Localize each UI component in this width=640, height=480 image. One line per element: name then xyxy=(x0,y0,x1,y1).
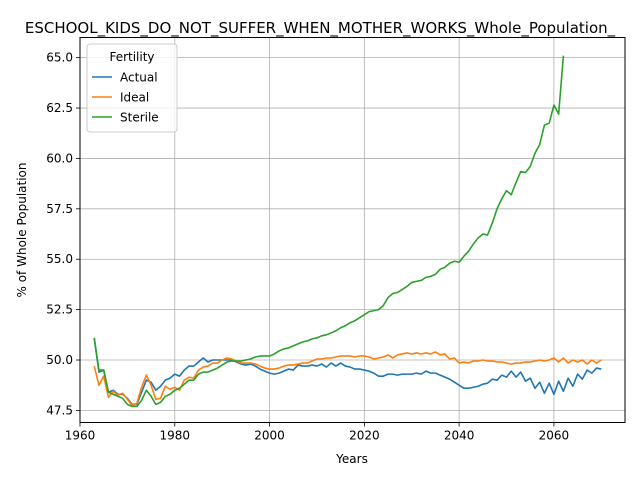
x-tick-label: 1980 xyxy=(160,429,191,443)
y-tick-label: 52.5 xyxy=(46,303,73,317)
legend-label-sterile: Sterile xyxy=(120,111,159,125)
x-tick-label: 2000 xyxy=(254,429,285,443)
x-tick-label: 2060 xyxy=(539,429,570,443)
legend: Fertility Actual Ideal Sterile xyxy=(86,43,178,133)
x-tick-label: 1960 xyxy=(65,429,96,443)
legend-label-ideal: Ideal xyxy=(120,91,149,105)
y-tick-label: 62.5 xyxy=(46,101,73,115)
x-tick-label: 2040 xyxy=(444,429,475,443)
y-tick-label: 55.0 xyxy=(46,252,73,266)
y-axis-ticks: 47.5 50.0 52.5 55.0 57.5 60.0 62.5 65.0 xyxy=(46,51,80,417)
y-tick-label: 47.5 xyxy=(46,403,73,417)
legend-title: Fertility xyxy=(109,50,154,64)
series-layer xyxy=(93,55,602,408)
legend-items: Actual Ideal Sterile xyxy=(92,71,159,125)
x-axis-label: Years xyxy=(335,452,368,466)
y-tick-label: 50.0 xyxy=(46,353,73,367)
series-line-sterile xyxy=(93,55,565,408)
y-tick-label: 65.0 xyxy=(46,51,73,65)
chart-title: ESCHOOL_KIDS_DO_NOT_SUFFER_WHEN_MOTHER_W… xyxy=(25,19,616,38)
y-tick-label: 60.0 xyxy=(46,151,73,165)
series-line-actual xyxy=(93,337,602,406)
x-axis-ticks: 1960 1980 2000 2020 2040 2060 xyxy=(65,422,570,443)
grid-lines xyxy=(79,37,625,423)
series-line-ideal xyxy=(93,351,602,407)
x-tick-label: 2020 xyxy=(349,429,380,443)
y-tick-label: 57.5 xyxy=(46,202,73,216)
legend-box xyxy=(86,43,178,133)
plot-frame xyxy=(79,37,626,423)
y-axis-label: % of Whole Population xyxy=(15,163,29,298)
legend-label-actual: Actual xyxy=(120,71,158,85)
